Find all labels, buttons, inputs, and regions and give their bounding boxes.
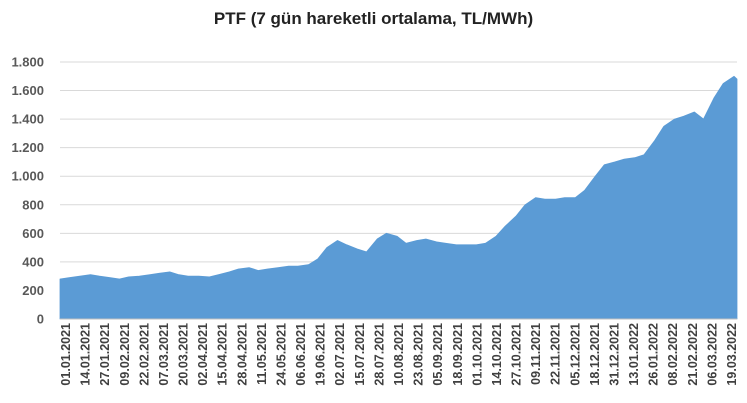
- x-tick-label: 13.01.2022: [627, 323, 641, 386]
- y-tick-label: 0: [37, 312, 44, 327]
- x-tick-label: 14.10.2021: [490, 323, 504, 386]
- x-axis: 01.01.2021 14.01.2021 27.01.2021 09.02.2021…: [59, 318, 739, 386]
- x-tick-label: 15.04.2021: [216, 323, 230, 386]
- x-tick-label: 02.04.2021: [196, 323, 210, 386]
- x-tick-label: 22.02.2021: [137, 323, 151, 386]
- area-layer: [59, 75, 738, 320]
- x-tick-label: 06.03.2022: [705, 323, 719, 386]
- x-tick-label: 07.03.2021: [157, 323, 171, 386]
- x-tick-label: 28.07.2021: [372, 323, 386, 386]
- x-tick-label: 31.12.2021: [608, 323, 622, 386]
- x-tick-label: 05.09.2021: [431, 323, 445, 386]
- x-tick-label: 26.01.2022: [647, 323, 661, 386]
- x-tick-label: 06.06.2021: [294, 323, 308, 386]
- x-tick-label: 01.01.2021: [59, 323, 73, 386]
- y-tick-label: 1.000: [11, 169, 44, 184]
- x-tick-label: 01.10.2021: [470, 323, 484, 386]
- y-tick-label: 800: [22, 197, 44, 212]
- x-tick-label: 21.02.2022: [686, 323, 700, 386]
- y-tick-label: 400: [22, 254, 44, 269]
- x-tick-label: 28.04.2021: [235, 323, 249, 386]
- x-tick-label: 19.06.2021: [314, 323, 328, 386]
- x-tick-label: 27.01.2021: [98, 323, 112, 386]
- y-tick-label: 1.200: [11, 140, 44, 155]
- y-tick-label: 1.400: [11, 112, 44, 127]
- x-tick-label: 19.03.2022: [725, 323, 739, 386]
- x-tick-label: 23.08.2021: [412, 323, 426, 386]
- y-tick-label: 1.800: [11, 55, 44, 70]
- x-tick-label: 05.12.2021: [568, 323, 582, 386]
- area-series: [59, 75, 738, 320]
- x-tick-label: 11.05.2021: [255, 323, 269, 385]
- chart-title: PTF (7 gün hareketli ortalama, TL/MWh): [213, 9, 534, 28]
- x-tick-label: 02.07.2021: [333, 323, 347, 386]
- x-tick-label: 22.11.2021: [549, 323, 563, 385]
- y-axis: 0 200 400 600 800 1.000 1.200 1.400 1.600 1.800: [11, 55, 44, 327]
- x-tick-label: 15.07.2021: [353, 323, 367, 386]
- x-tick-label: 14.01.2021: [79, 323, 93, 386]
- x-tick-label: 09.02.2021: [118, 323, 132, 386]
- y-tick-label: 600: [22, 226, 44, 241]
- x-tick-label: 27.10.2021: [510, 323, 524, 386]
- x-tick-label: 24.05.2021: [275, 323, 289, 386]
- x-tick-label: 18.12.2021: [588, 323, 602, 386]
- x-tick-label: 20.03.2021: [177, 323, 191, 386]
- x-tick-label: 10.08.2021: [392, 323, 406, 386]
- x-tick-label: 18.09.2021: [451, 323, 465, 386]
- y-tick-label: 1.600: [11, 83, 44, 98]
- y-tick-label: 200: [22, 283, 44, 298]
- x-tick-label: 08.02.2022: [666, 323, 680, 386]
- x-tick-label: 09.11.2021: [529, 323, 543, 385]
